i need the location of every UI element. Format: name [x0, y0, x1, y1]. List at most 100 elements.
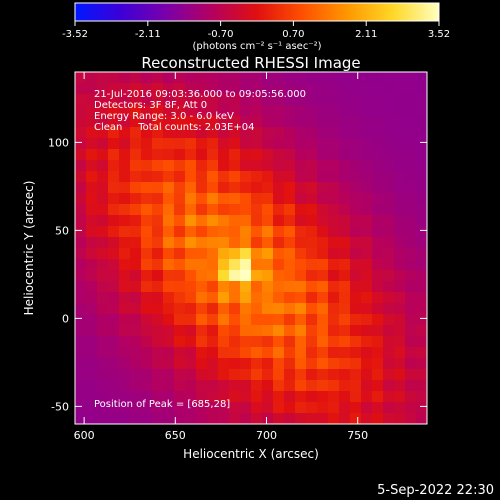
heatmap-cell [317, 72, 329, 84]
heatmap-cell [273, 182, 285, 194]
heatmap-cell [383, 314, 395, 326]
heatmap-cell [306, 292, 318, 304]
heatmap-cell [339, 402, 351, 414]
heatmap-cell [196, 94, 208, 106]
heatmap-cell [251, 325, 263, 337]
heatmap-cell [229, 127, 241, 139]
heatmap-cell [207, 270, 219, 282]
heatmap-cell [306, 116, 318, 128]
heatmap-cell [119, 182, 131, 194]
heatmap-cell [372, 281, 384, 293]
heatmap-cell [350, 292, 362, 304]
heatmap-cell [229, 182, 241, 194]
heatmap-cell [284, 237, 296, 249]
heatmap-cell [119, 149, 131, 161]
heatmap-cell [295, 259, 307, 271]
heatmap-cell [394, 281, 406, 293]
heatmap-cell [163, 226, 175, 238]
heatmap-cell [141, 94, 153, 106]
heatmap-cell [86, 303, 98, 315]
heatmap-cell [196, 358, 208, 370]
heatmap-cell [306, 358, 318, 370]
heatmap-cell [108, 391, 120, 403]
heatmap-cell [306, 325, 318, 337]
heatmap-cell [416, 215, 427, 227]
heatmap-cell [174, 358, 186, 370]
heatmap-cell [317, 182, 329, 194]
heatmap-cell [284, 193, 296, 205]
heatmap-cell [262, 237, 274, 249]
heatmap-cell [350, 215, 362, 227]
heatmap-cell [174, 105, 186, 117]
heatmap-cell [328, 402, 340, 414]
heatmap-cell [339, 105, 351, 117]
heatmap-cell [163, 248, 175, 260]
heatmap-cell [240, 358, 252, 370]
heatmap-cell [174, 171, 186, 183]
heatmap-cell [273, 237, 285, 249]
heatmap-cell [317, 402, 329, 414]
heatmap-cell [229, 314, 241, 326]
heatmap-cell [405, 336, 417, 348]
heatmap-cell [339, 215, 351, 227]
heatmap-cell [119, 270, 131, 282]
heatmap-cell [284, 369, 296, 381]
heatmap-cell [383, 204, 395, 216]
heatmap-cell [141, 237, 153, 249]
heatmap-cell [372, 94, 384, 106]
heatmap-cell [284, 204, 296, 216]
heatmap-cell [130, 182, 142, 194]
heatmap-cell [163, 193, 175, 205]
heatmap-cell [119, 160, 131, 172]
heatmap-cell [251, 72, 263, 84]
heatmap-cell [295, 270, 307, 282]
heatmap-cell [97, 116, 109, 128]
heatmap-cell [152, 347, 164, 359]
heatmap-cell [75, 149, 87, 161]
heatmap-cell [218, 270, 230, 282]
heatmap-cell [86, 336, 98, 348]
heatmap-cell [251, 138, 263, 150]
heatmap-cell [284, 270, 296, 282]
heatmap-cell [383, 391, 395, 403]
heatmap-cell [394, 336, 406, 348]
heatmap-cell [361, 193, 373, 205]
heatmap-cell [196, 292, 208, 304]
heatmap-cell [207, 369, 219, 381]
heatmap-cell [251, 171, 263, 183]
heatmap-cell [284, 358, 296, 370]
heatmap-cell [229, 94, 241, 106]
heatmap-cell [141, 149, 153, 161]
heatmap-cell [295, 105, 307, 117]
heatmap-cell [361, 215, 373, 227]
heatmap-cell [262, 358, 274, 370]
heatmap-cell [416, 237, 427, 249]
heatmap-cell [306, 402, 318, 414]
heatmap-cell [295, 402, 307, 414]
heatmap-cell [229, 72, 241, 84]
heatmap-cell [97, 325, 109, 337]
heatmap-cell [284, 171, 296, 183]
heatmap-cell [207, 259, 219, 271]
heatmap-cell [196, 204, 208, 216]
heatmap-cell [174, 259, 186, 271]
heatmap-cell [273, 369, 285, 381]
heatmap-cell [163, 358, 175, 370]
heatmap-cell [273, 402, 285, 414]
heatmap-cell [75, 171, 87, 183]
heatmap-cell [416, 402, 427, 414]
heatmap-cell [108, 116, 120, 128]
heatmap-cell [306, 281, 318, 293]
heatmap-cell [416, 303, 427, 315]
heatmap-cell [251, 149, 263, 161]
heatmap-cell [317, 237, 329, 249]
heatmap-cell [152, 127, 164, 139]
heatmap-cell [394, 182, 406, 194]
heatmap-cell [229, 380, 241, 392]
heatmap-cell [350, 83, 362, 95]
heatmap-cell [262, 292, 274, 304]
heatmap-cell [130, 347, 142, 359]
heatmap-cell [394, 248, 406, 260]
heatmap-cell [207, 215, 219, 227]
heatmap-cell [306, 105, 318, 117]
